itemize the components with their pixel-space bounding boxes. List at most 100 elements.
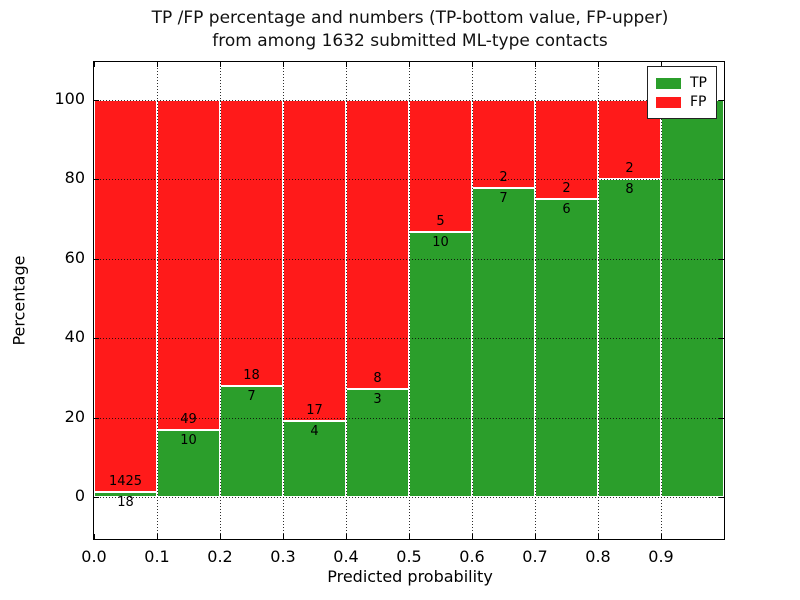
x-tick-mark-top (535, 62, 536, 67)
x-tick-label: 0.1 (144, 547, 170, 566)
tp-color-swatch (656, 77, 681, 89)
y-tick-label: 20 (64, 406, 85, 426)
x-axis-label: Predicted probability (327, 567, 493, 586)
gridline-x (409, 62, 410, 539)
gridline-x (220, 62, 221, 539)
fp-count-label: 2 (625, 161, 634, 177)
tp-bar-segment (283, 421, 346, 497)
tp-bar-segment (409, 232, 472, 497)
fp-count-label: 18 (243, 367, 260, 383)
gridline-x (157, 62, 158, 539)
gridline-x (661, 62, 662, 539)
y-tick-mark (94, 496, 99, 498)
tp-bar-segment (472, 188, 535, 497)
gridline-y (94, 179, 724, 181)
gridline-y (94, 338, 724, 340)
x-tick-label: 0.0 (81, 547, 107, 566)
fp-color-swatch (656, 96, 681, 108)
gridline-x (283, 62, 284, 539)
legend-label-fp: FP (690, 94, 707, 110)
x-tick-mark (157, 534, 158, 539)
plot-content: 14251849101871748351027262851 (94, 62, 724, 539)
tp-count-label: 8 (625, 182, 634, 198)
gridline-y (94, 496, 724, 498)
x-tick-label: 0.3 (270, 547, 296, 566)
legend: TP FP (647, 66, 717, 119)
gridline-y (94, 99, 724, 101)
x-tick-mark (409, 534, 410, 539)
fp-count-label: 8 (373, 370, 382, 386)
tp-count-label: 3 (373, 391, 382, 407)
y-tick-mark-right (719, 338, 724, 340)
tp-bar-segment (157, 429, 220, 497)
x-tick-mark-top (598, 62, 599, 67)
x-tick-mark (661, 534, 662, 539)
gridline-x (346, 62, 347, 539)
tp-bar-segment (535, 199, 598, 497)
y-tick-mark-right (719, 496, 724, 498)
tp-bar-segment (346, 388, 409, 497)
y-tick-mark (94, 99, 99, 101)
tp-count-label: 4 (310, 424, 319, 440)
fp-count-label: 5 (436, 214, 445, 230)
y-tick-label: 80 (64, 168, 85, 188)
y-tick-mark (94, 338, 99, 340)
x-tick-mark (598, 534, 599, 539)
x-tick-label: 0.2 (207, 547, 233, 566)
y-tick-label: 40 (64, 327, 85, 347)
fp-count-label: 2 (562, 181, 571, 197)
y-tick-mark-right (719, 99, 724, 101)
gridline-x (598, 62, 599, 539)
fp-bar-segment (283, 99, 346, 422)
y-tick-labels: 0 20 40 60 80 100 (0, 0, 94, 600)
y-tick-mark (94, 179, 99, 181)
x-tick-label: 0.6 (459, 547, 485, 566)
x-tick-label: 0.7 (522, 547, 548, 566)
x-tick-mark (472, 534, 473, 539)
x-tick-mark-top (283, 62, 284, 67)
fp-count-label: 49 (180, 411, 197, 427)
fp-bar-segment (220, 99, 283, 386)
tp-bar-segment (94, 492, 157, 497)
fp-count-label: 1425 (108, 474, 143, 490)
legend-label-tp: TP (690, 75, 707, 91)
y-tick-mark (94, 417, 99, 419)
y-tick-mark-right (719, 417, 724, 419)
legend-item-fp: FP (656, 94, 707, 110)
y-tick-mark (94, 258, 99, 260)
x-tick-mark (346, 534, 347, 539)
fp-bar-segment (157, 99, 220, 430)
x-tick-mark-top (157, 62, 158, 67)
gridline-x (535, 62, 536, 539)
y-tick-label: 100 (54, 88, 85, 108)
fp-bar-segment (409, 99, 472, 233)
tp-count-label: 10 (180, 432, 197, 448)
x-tick-mark-top (346, 62, 347, 67)
fp-count-label: 17 (306, 403, 323, 419)
legend-item-tp: TP (656, 75, 707, 91)
fp-count-label: 2 (499, 170, 508, 186)
x-tick-labels: 0.0 0.1 0.2 0.3 0.4 0.5 0.6 0.7 0.8 0.9 (81, 547, 726, 567)
chart-title: TP /FP percentage and numbers (TP-bottom… (94, 7, 726, 53)
gridline-y (94, 258, 724, 260)
chart-title-line2: from among 1632 submitted ML-type contac… (212, 31, 608, 51)
x-tick-label: 0.8 (585, 547, 611, 566)
gridline-y (94, 417, 724, 419)
tp-count-label: 7 (499, 191, 508, 207)
x-tick-mark (94, 534, 95, 539)
y-tick-label: 60 (64, 247, 85, 267)
y-tick-label: 0 (74, 485, 85, 505)
fp-bar-segment (346, 99, 409, 389)
x-tick-mark (283, 534, 284, 539)
x-tick-label: 0.5 (396, 547, 422, 566)
tp-count-label: 6 (562, 202, 571, 218)
x-tick-mark-top (409, 62, 410, 67)
tp-count-label: 18 (117, 495, 134, 511)
fp-bar-segment (94, 99, 157, 493)
y-tick-mark-right (719, 258, 724, 260)
fp-bar-segment (535, 99, 598, 200)
x-tick-mark-top (220, 62, 221, 67)
x-tick-label: 0.9 (648, 547, 674, 566)
chart-title-line1: TP /FP percentage and numbers (TP-bottom… (151, 8, 669, 28)
